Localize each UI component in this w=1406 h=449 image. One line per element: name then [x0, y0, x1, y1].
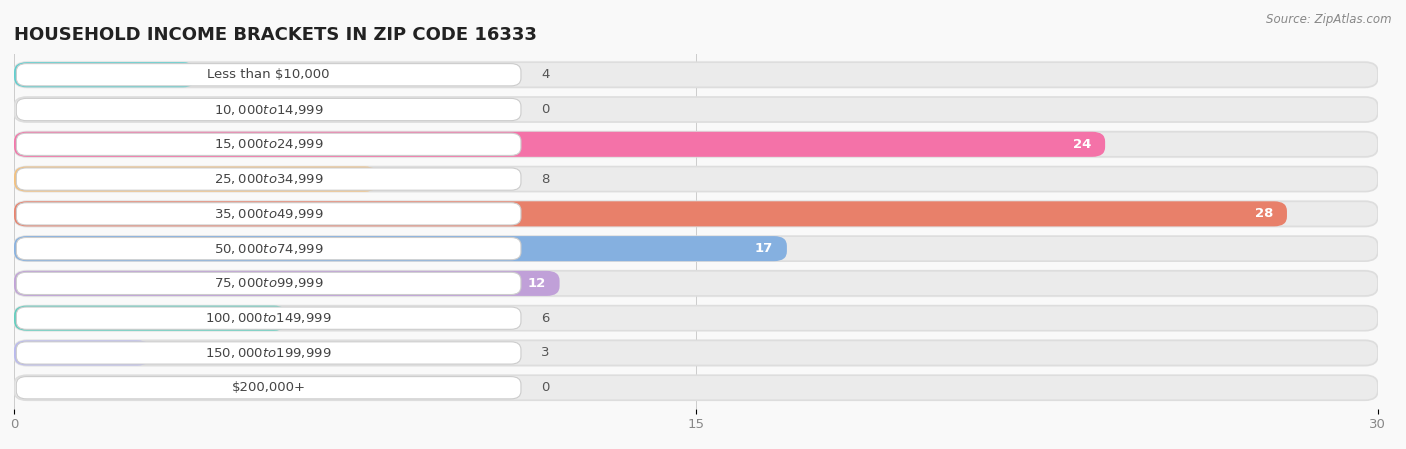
- FancyBboxPatch shape: [17, 272, 522, 295]
- Text: 8: 8: [541, 172, 550, 185]
- Text: 0: 0: [541, 381, 550, 394]
- FancyBboxPatch shape: [14, 236, 1378, 261]
- FancyBboxPatch shape: [14, 96, 1378, 123]
- Text: 0: 0: [541, 103, 550, 116]
- FancyBboxPatch shape: [14, 375, 1378, 400]
- FancyBboxPatch shape: [14, 62, 1378, 87]
- FancyBboxPatch shape: [14, 200, 1378, 228]
- FancyBboxPatch shape: [14, 340, 1378, 365]
- FancyBboxPatch shape: [14, 340, 150, 365]
- FancyBboxPatch shape: [14, 130, 1378, 158]
- Text: $35,000 to $49,999: $35,000 to $49,999: [214, 207, 323, 221]
- FancyBboxPatch shape: [17, 238, 522, 260]
- Text: Less than $10,000: Less than $10,000: [208, 68, 330, 81]
- Text: $25,000 to $34,999: $25,000 to $34,999: [214, 172, 323, 186]
- Text: 3: 3: [541, 347, 550, 360]
- FancyBboxPatch shape: [14, 167, 378, 192]
- FancyBboxPatch shape: [14, 61, 1378, 88]
- Text: 4: 4: [541, 68, 550, 81]
- FancyBboxPatch shape: [14, 132, 1105, 157]
- FancyBboxPatch shape: [17, 377, 522, 399]
- FancyBboxPatch shape: [14, 271, 1378, 296]
- FancyBboxPatch shape: [17, 168, 522, 190]
- FancyBboxPatch shape: [14, 271, 560, 296]
- FancyBboxPatch shape: [17, 342, 522, 364]
- FancyBboxPatch shape: [14, 97, 1378, 122]
- FancyBboxPatch shape: [14, 201, 1378, 226]
- Text: 6: 6: [541, 312, 550, 325]
- FancyBboxPatch shape: [14, 235, 1378, 263]
- FancyBboxPatch shape: [17, 202, 522, 225]
- Text: $15,000 to $24,999: $15,000 to $24,999: [214, 137, 323, 151]
- FancyBboxPatch shape: [14, 306, 1378, 331]
- FancyBboxPatch shape: [17, 307, 522, 329]
- Text: $75,000 to $99,999: $75,000 to $99,999: [214, 277, 323, 291]
- Text: $200,000+: $200,000+: [232, 381, 305, 394]
- FancyBboxPatch shape: [14, 269, 1378, 297]
- Text: $100,000 to $149,999: $100,000 to $149,999: [205, 311, 332, 325]
- Text: 17: 17: [755, 242, 773, 255]
- FancyBboxPatch shape: [17, 64, 522, 86]
- Text: Source: ZipAtlas.com: Source: ZipAtlas.com: [1267, 13, 1392, 26]
- FancyBboxPatch shape: [14, 304, 1378, 332]
- FancyBboxPatch shape: [14, 62, 195, 87]
- FancyBboxPatch shape: [14, 339, 1378, 367]
- Text: $50,000 to $74,999: $50,000 to $74,999: [214, 242, 323, 255]
- Text: $150,000 to $199,999: $150,000 to $199,999: [205, 346, 332, 360]
- Text: 12: 12: [527, 277, 546, 290]
- FancyBboxPatch shape: [14, 306, 287, 331]
- FancyBboxPatch shape: [14, 165, 1378, 193]
- FancyBboxPatch shape: [17, 133, 522, 155]
- FancyBboxPatch shape: [14, 132, 1378, 157]
- Text: HOUSEHOLD INCOME BRACKETS IN ZIP CODE 16333: HOUSEHOLD INCOME BRACKETS IN ZIP CODE 16…: [14, 26, 537, 44]
- FancyBboxPatch shape: [17, 98, 522, 121]
- Text: 28: 28: [1256, 207, 1274, 220]
- FancyBboxPatch shape: [14, 167, 1378, 192]
- Text: $10,000 to $14,999: $10,000 to $14,999: [214, 102, 323, 117]
- Text: 24: 24: [1073, 138, 1091, 151]
- FancyBboxPatch shape: [14, 236, 787, 261]
- FancyBboxPatch shape: [14, 374, 1378, 402]
- FancyBboxPatch shape: [14, 201, 1286, 226]
